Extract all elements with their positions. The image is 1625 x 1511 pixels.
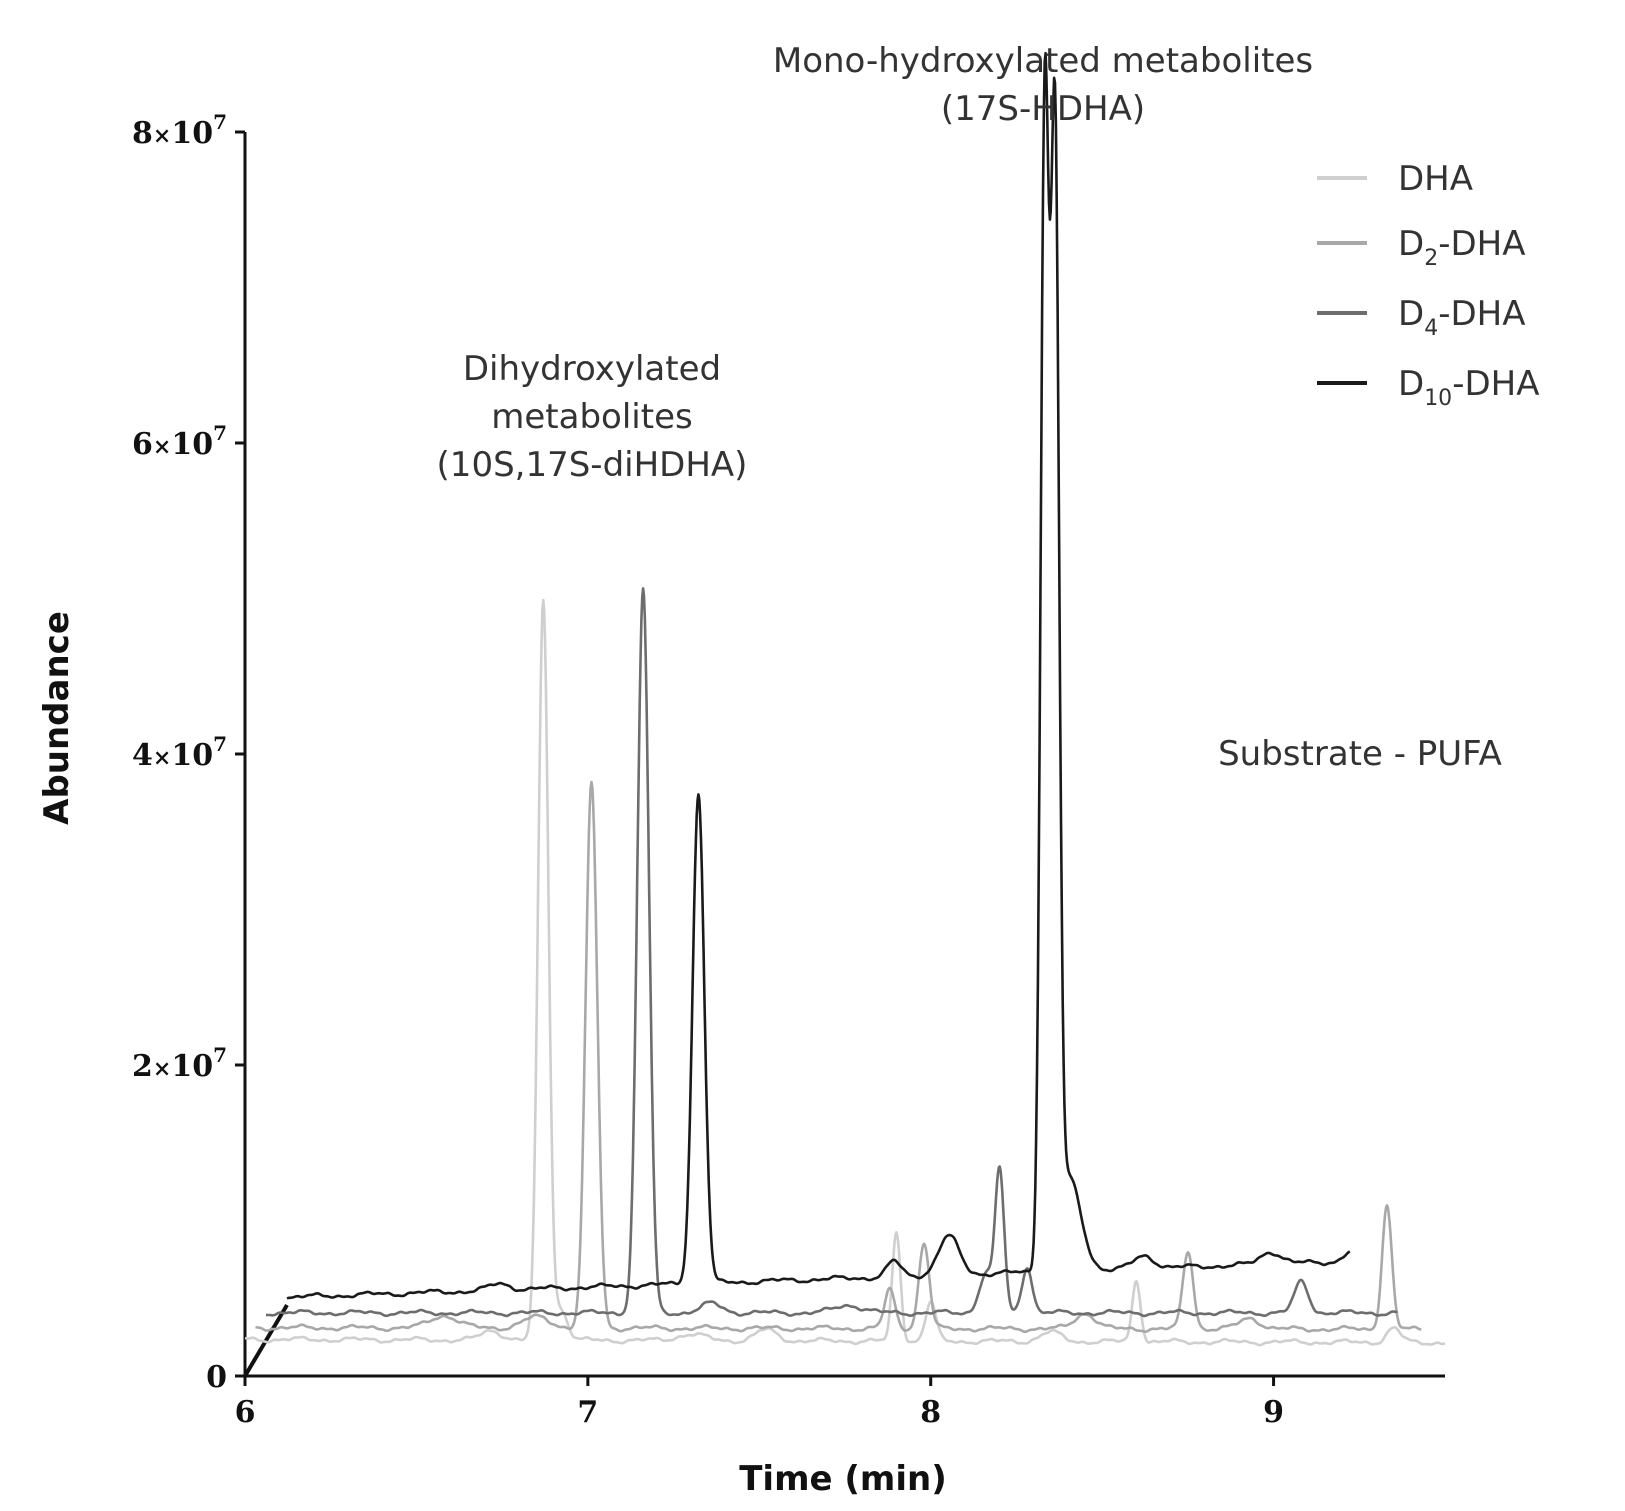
annotation-1-line-1: (17S-HDHA) — [941, 89, 1145, 129]
annotation-2-line-0: Substrate - PUFA — [1218, 734, 1502, 774]
y-tick-label-2: 4×107 — [132, 732, 227, 773]
annotation-0-line-0: Dihydroxylated — [463, 349, 721, 389]
legend-label-d10-dha: D10-DHA — [1398, 364, 1539, 411]
x-tick-label-1: 7 — [577, 1395, 598, 1430]
y-tick-label-4: 8×107 — [132, 110, 227, 151]
annotation-1-line-0: Mono-hydroxylated metabolites — [773, 41, 1313, 81]
trace-d10-dha — [286, 51, 1351, 1300]
y-tick-label-3: 6×107 — [132, 421, 227, 462]
annotation-0-line-1: metabolites — [491, 397, 692, 437]
y-tick-label-1: 2×107 — [132, 1043, 227, 1084]
trace-dha — [244, 598, 1446, 1347]
axes: 6 7 8 9 0 2×107 4×107 6×107 8×107 — [132, 110, 1445, 1430]
y-axis-title: Abundance — [37, 611, 77, 825]
trace-d4-dha — [265, 587, 1398, 1318]
legend-label-d4-dha: D4-DHA — [1398, 294, 1525, 341]
legend-label-d2-dha: D2-DHA — [1398, 224, 1525, 271]
annotation-0-line-2: (10S,17S-diHDHA) — [437, 445, 748, 485]
legend-label-dha: DHA — [1398, 159, 1473, 199]
depth-axis-line — [243, 1303, 289, 1378]
x-tick-label-2: 8 — [920, 1395, 941, 1430]
annotations: Dihydroxylated metabolites (10S,17S-diHDHA… — [437, 41, 1502, 774]
x-axis-title: Time (min) — [739, 1459, 947, 1499]
x-tick-label-3: 9 — [1263, 1395, 1284, 1430]
y-tick-label-0: 0 — [206, 1360, 227, 1395]
legend: DHA D2-DHA D4-DHA D10-DHA — [1317, 159, 1539, 411]
traces — [244, 51, 1446, 1347]
x-tick-label-0: 6 — [235, 1395, 256, 1430]
trace-d2-dha — [255, 780, 1422, 1333]
